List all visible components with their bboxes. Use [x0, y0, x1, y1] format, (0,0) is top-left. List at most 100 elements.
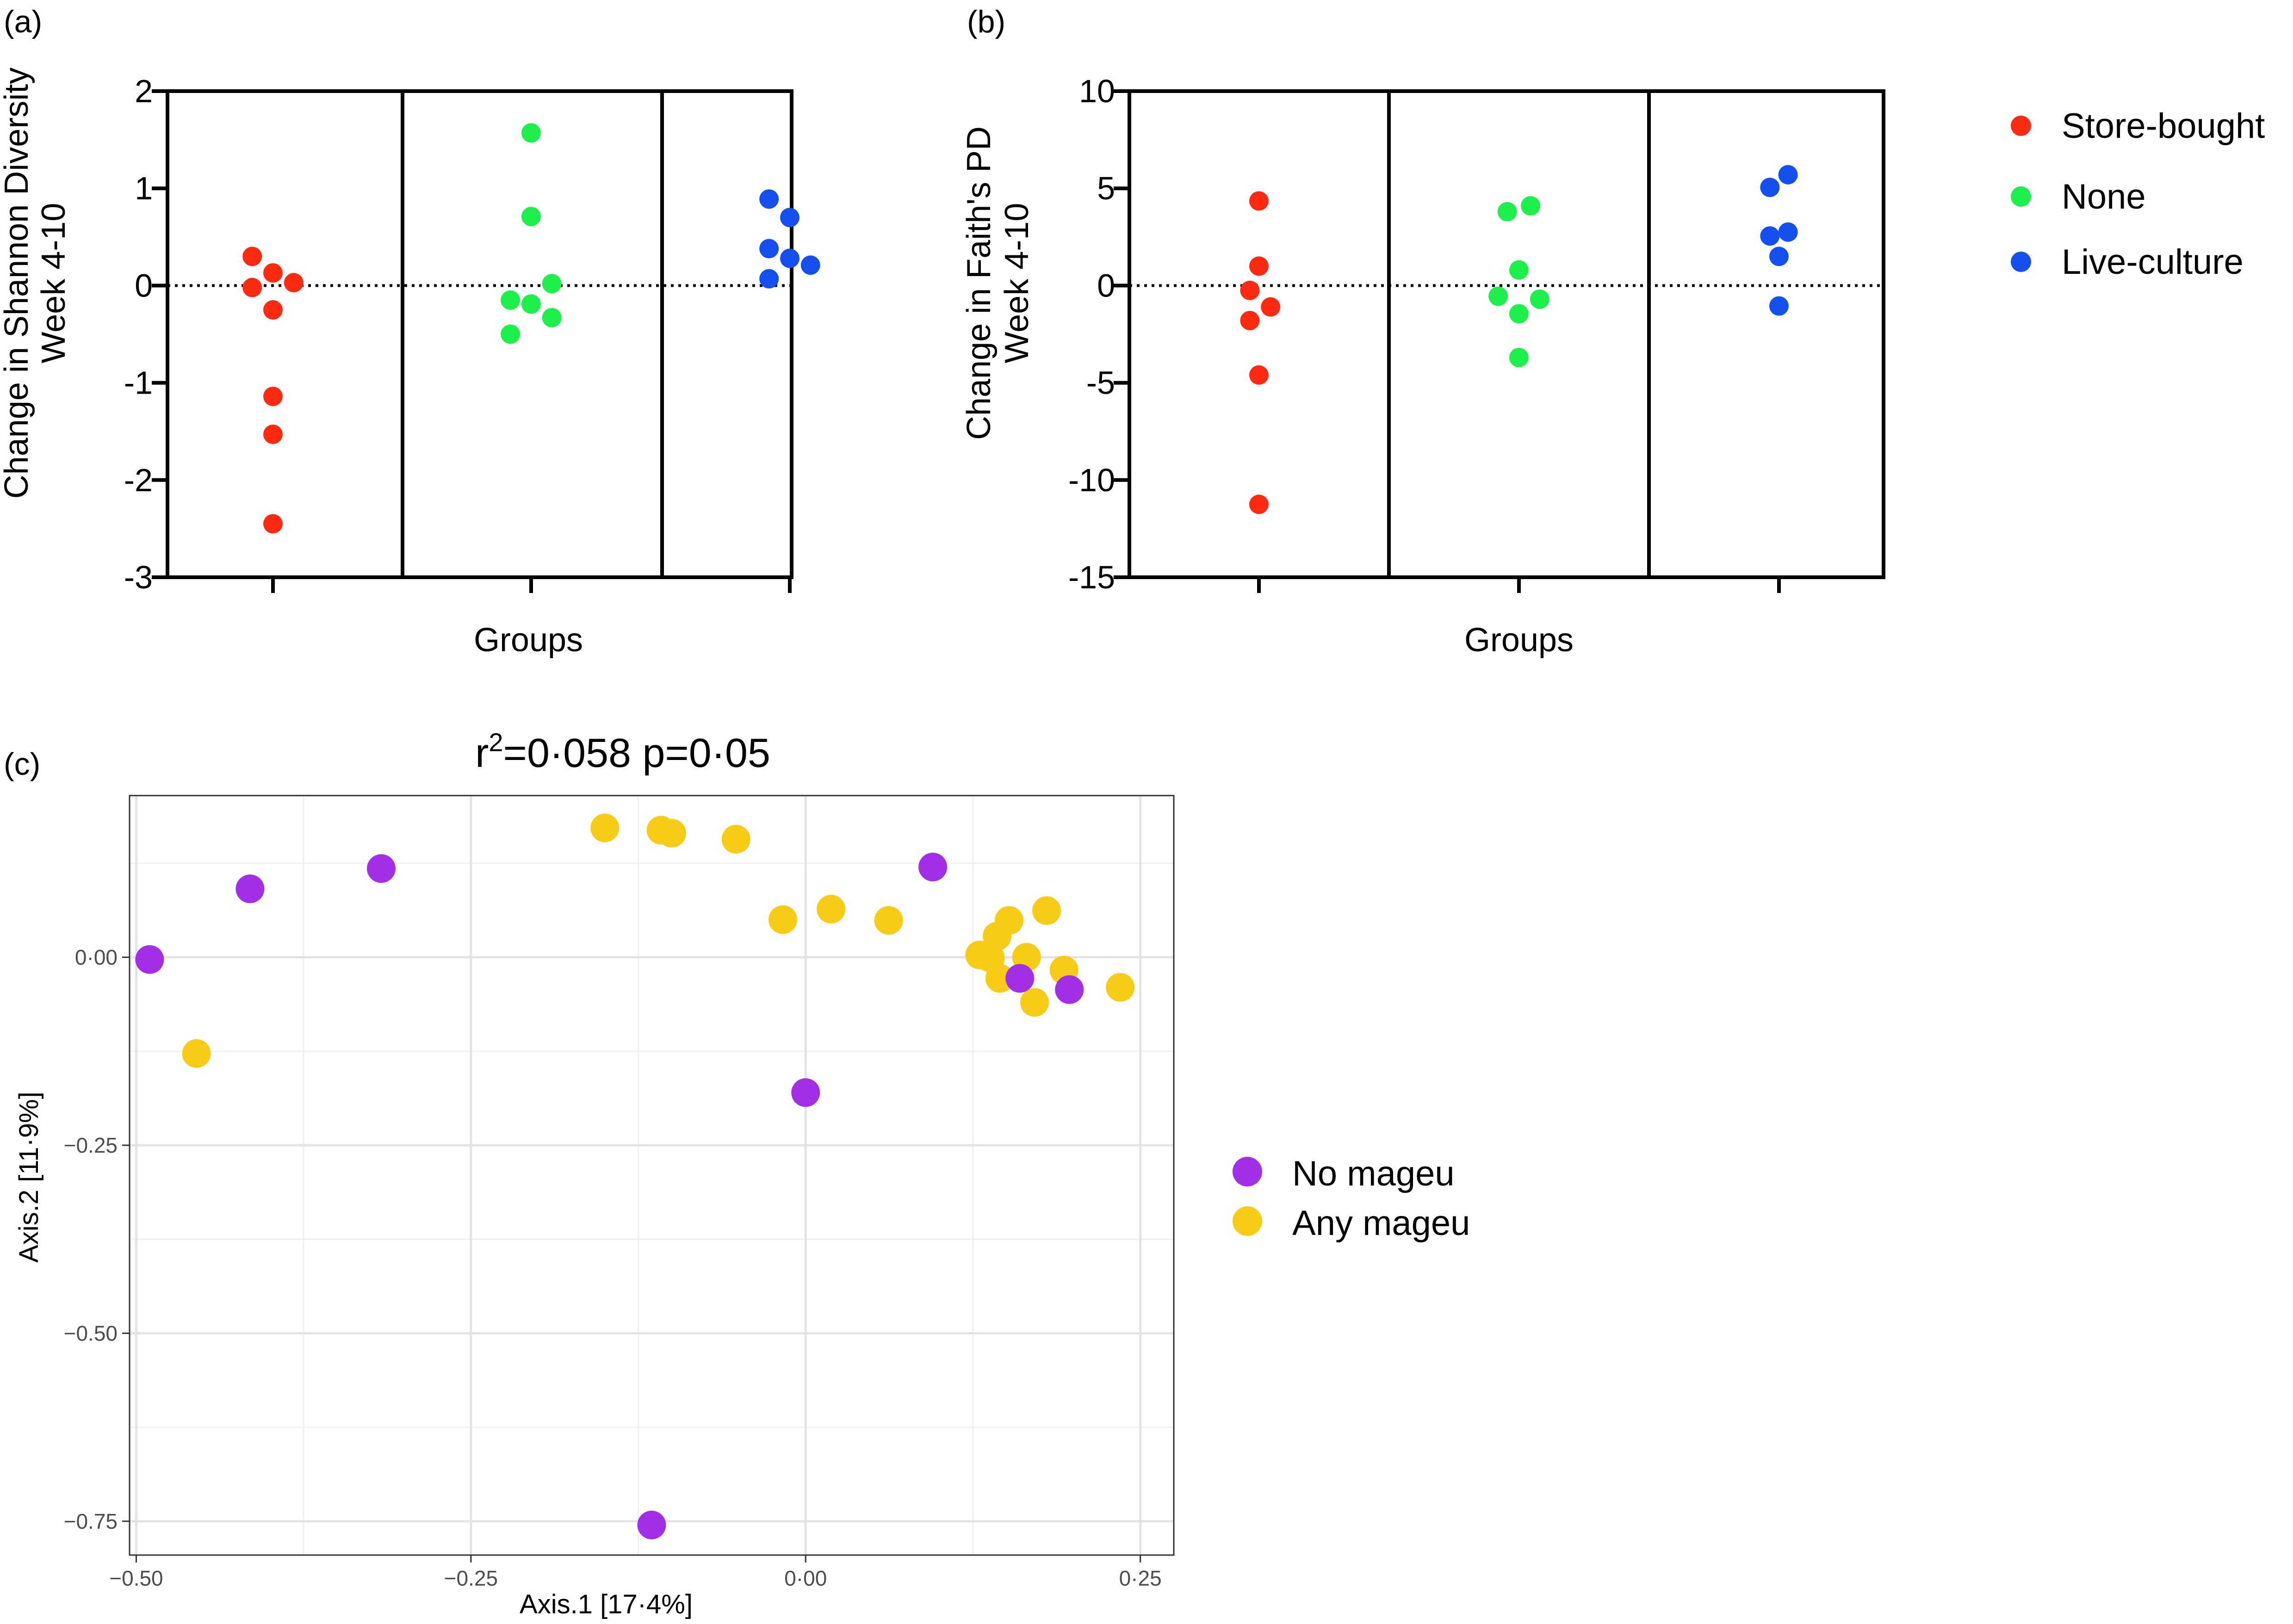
a-point-none: [542, 308, 562, 327]
panel-c-x-tick-label: 0·25: [1119, 1566, 1162, 1590]
legend-marker-store-bought: [2011, 116, 2031, 136]
a-plot-border: [166, 89, 793, 579]
b-y-tick-label: 0: [1097, 267, 1115, 303]
panel-c-title: r2=0·058 p=0·05: [475, 728, 770, 776]
a-point-store-bought: [284, 273, 304, 293]
panel-c-point-any-mageu: [768, 905, 798, 934]
b-point-none: [1521, 196, 1541, 216]
a-point-live-culture: [759, 239, 779, 259]
panel-c-point-any-mageu: [657, 819, 686, 848]
b-point-store-bought: [1240, 280, 1260, 300]
legend-groups: Store-bought None Live-culture: [2011, 106, 2265, 282]
panel-a-y-ticks: 2 1 0 -1 -2 -3: [124, 73, 167, 595]
a-y-tick-label: -1: [124, 365, 153, 401]
panel-c-point-no-mageu: [791, 1078, 820, 1107]
b-point-live-culture: [1760, 226, 1780, 246]
a-point-live-culture: [759, 269, 779, 289]
a-y-tick-label: 2: [135, 73, 153, 109]
panel-a-y-axis-label-line2: Week 4-10: [35, 203, 72, 364]
panel-c-y-axis-label: Axis.2 [11·9%]: [14, 1092, 44, 1263]
b-point-none: [1530, 289, 1549, 309]
b-y-tick-label: 5: [1097, 170, 1115, 206]
a-point-none: [501, 324, 521, 344]
b-plot-border: [1128, 89, 1885, 579]
legend-label-store-bought: Store-bought: [2062, 106, 2265, 146]
b-point-none: [1509, 347, 1529, 367]
panel-c-y-tick-label: 0·00: [75, 945, 118, 969]
a-point-store-bought: [263, 387, 283, 407]
panel-c-point-any-mageu: [985, 964, 1014, 993]
a-point-none: [521, 123, 541, 143]
panel-c-plot-border: [129, 795, 1175, 1556]
b-point-live-culture: [1778, 165, 1798, 185]
b-point-none: [1497, 202, 1517, 222]
panel-c-pcoa-chart: r2=0·058 p=0·05 −0.50 −0.25 0·00 0·25 0·00 −…: [14, 728, 1175, 1619]
panel-c-points: [135, 813, 1135, 1539]
panel-c-x-tick-label: −0.25: [444, 1566, 498, 1590]
panel-b-faith-pd-chart: Change in Faith's PD Week 4-10 Groups 10…: [961, 73, 1885, 659]
panel-c-point-any-mageu: [874, 906, 903, 935]
b-point-live-culture: [1760, 178, 1780, 198]
panel-c-point-any-mageu: [817, 895, 846, 924]
panel-c-point-no-mageu: [235, 874, 265, 903]
legend-marker-any-mageu: [1233, 1206, 1262, 1236]
b-point-store-bought: [1249, 494, 1269, 514]
panel-b-y-ticks: 10 5 0 -5 -10 -15: [1068, 73, 1129, 595]
panel-c-y-tick-label: −0.50: [64, 1321, 118, 1345]
b-point-none: [1509, 260, 1529, 280]
a-point-store-bought: [263, 425, 283, 445]
legend-marker-no-mageu: [1233, 1157, 1262, 1186]
b-point-live-culture: [1778, 222, 1798, 242]
panel-b-frame: [1128, 89, 1885, 593]
a-point-store-bought: [242, 247, 262, 266]
panel-label-b: (b): [967, 4, 1005, 39]
b-point-store-bought: [1240, 311, 1260, 331]
b-point-store-bought: [1249, 191, 1269, 211]
b-point-none: [1488, 286, 1508, 306]
panel-b-y-axis-label-line2: Week 4-10: [998, 203, 1035, 364]
b-y-tick-label: 10: [1079, 73, 1115, 109]
b-point-live-culture: [1769, 247, 1789, 266]
panel-c-point-no-mageu: [637, 1510, 666, 1539]
legend-label-live-culture: Live-culture: [2062, 242, 2243, 282]
panel-a-x-axis-label: Groups: [474, 622, 583, 659]
b-y-tick-label: -5: [1086, 365, 1115, 401]
a-point-live-culture: [780, 208, 799, 228]
a-point-live-culture: [759, 189, 779, 209]
a-point-store-bought: [263, 300, 283, 320]
b-point-store-bought: [1261, 297, 1281, 317]
panel-b-x-axis-label: Groups: [1464, 622, 1574, 659]
panel-c-x-tick-label: 0·00: [784, 1566, 827, 1590]
a-point-none: [521, 294, 541, 314]
panel-c-point-any-mageu: [182, 1039, 211, 1068]
a-point-store-bought: [263, 514, 283, 534]
panel-c-point-no-mageu: [135, 945, 164, 974]
panel-label-c: (c): [4, 747, 40, 782]
panel-label-a: (a): [4, 4, 42, 39]
b-point-store-bought: [1249, 256, 1269, 276]
panel-c-point-any-mageu: [995, 906, 1024, 935]
a-point-live-culture: [780, 248, 799, 268]
panel-c-title-rest: =0·058 p=0·05: [503, 730, 770, 776]
legend-label-no-mageu: No mageu: [1292, 1154, 1455, 1193]
panel-c-point-no-mageu: [918, 852, 948, 882]
a-point-store-bought: [263, 263, 283, 283]
b-y-tick-label: -10: [1068, 462, 1115, 498]
legend-label-any-mageu: Any mageu: [1292, 1204, 1470, 1243]
panel-c-point-any-mageu: [1032, 896, 1061, 925]
legend-marker-none: [2011, 186, 2031, 207]
panel-c-point-no-mageu: [1005, 964, 1035, 993]
a-y-tick-label: -2: [124, 462, 153, 498]
a-y-tick-label: 1: [135, 170, 153, 206]
legend-marker-live-culture: [2011, 252, 2031, 272]
b-y-tick-label: -15: [1068, 559, 1115, 595]
panel-b-y-axis-label-line1: Change in Faith's PD: [961, 126, 998, 440]
panel-c-title-superscript: 2: [489, 728, 503, 757]
panel-c-y-tick-label: −0.75: [64, 1509, 118, 1533]
a-point-none: [521, 207, 541, 227]
panel-c-point-any-mageu: [1020, 988, 1049, 1017]
panel-c-point-no-mageu: [1055, 975, 1084, 1004]
panel-c-point-any-mageu: [590, 813, 620, 842]
a-y-tick-label: 0: [135, 267, 153, 303]
